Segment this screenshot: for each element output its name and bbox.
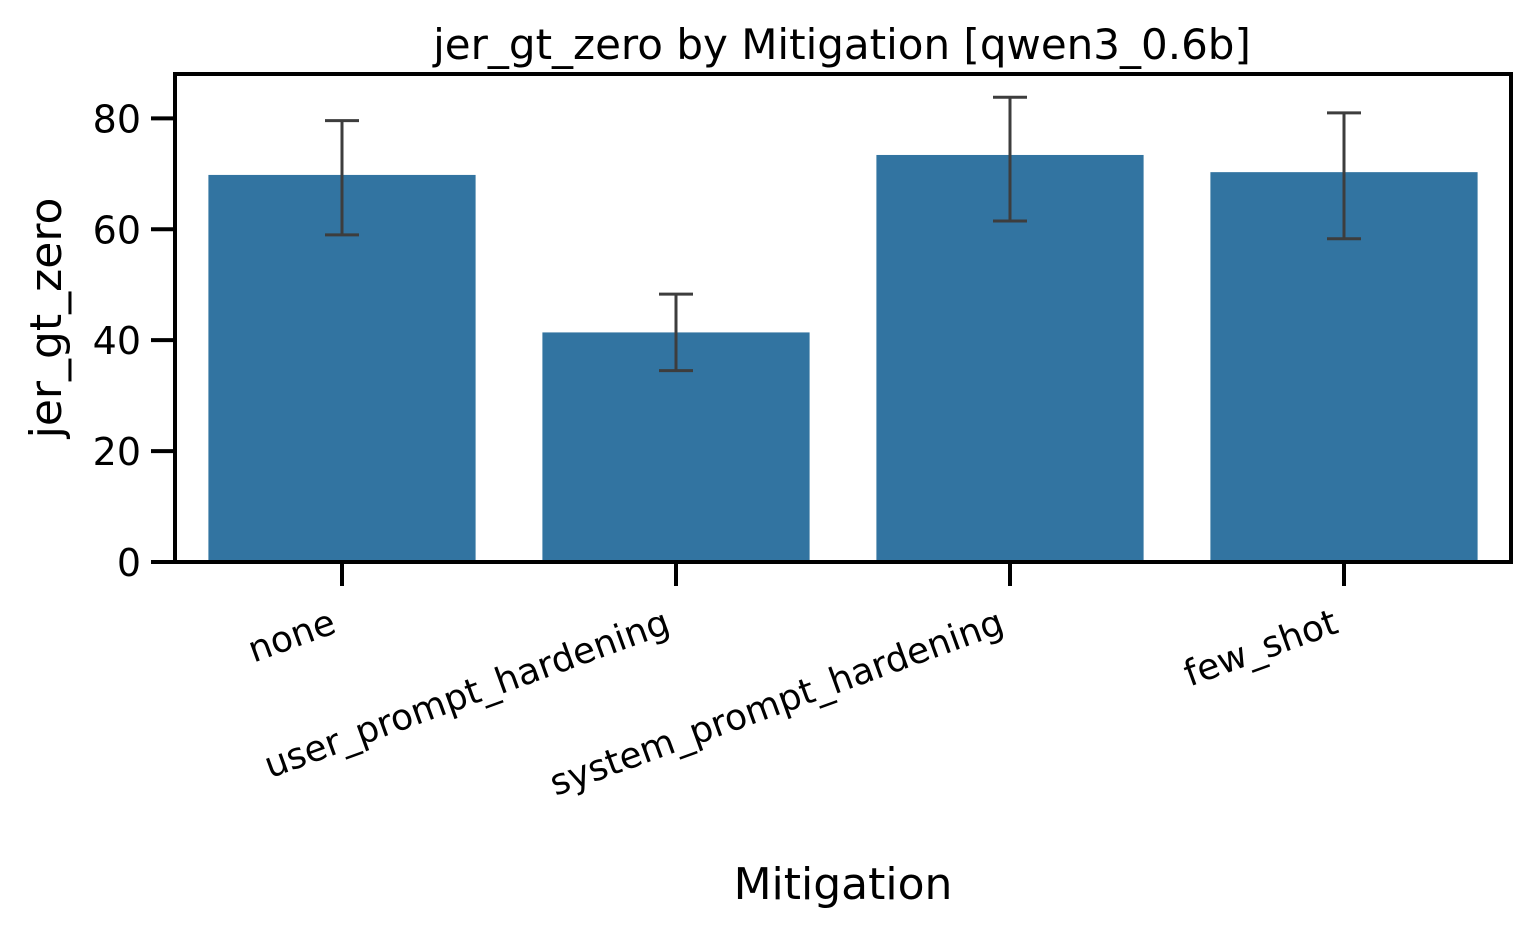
y-tick-label: 20 — [93, 430, 141, 474]
error-bars-layer — [325, 95, 1361, 373]
error-bar-few_shot — [1327, 111, 1361, 241]
y-axis-label: jer_gt_zero — [21, 198, 72, 440]
error-bar-none — [325, 119, 359, 237]
bar-system_prompt_hardening — [876, 154, 1144, 563]
y-tick-label: 80 — [93, 97, 141, 141]
plot-frame — [173, 72, 1513, 564]
y-tick-label: 60 — [93, 208, 141, 252]
bars-layer — [208, 154, 1478, 563]
chart-title: jer_gt_zero by Mitigation [qwen3_0.6b] — [432, 20, 1251, 69]
y-axis: 0 20 40 60 80 — [93, 97, 175, 585]
error-bar-user_prompt_hardening — [659, 292, 693, 373]
x-axis: noneuser_prompt_hardeningsystem_prompt_h… — [243, 562, 1346, 804]
error-bar-system_prompt_hardening — [993, 95, 1027, 223]
y-tick-label: 0 — [117, 541, 141, 585]
x-tick-label: none — [243, 602, 341, 671]
x-axis-label: Mitigation — [734, 859, 953, 910]
y-tick-label: 40 — [93, 319, 141, 363]
x-tick-label: few_shot — [1179, 602, 1343, 695]
bar-none — [208, 174, 476, 562]
